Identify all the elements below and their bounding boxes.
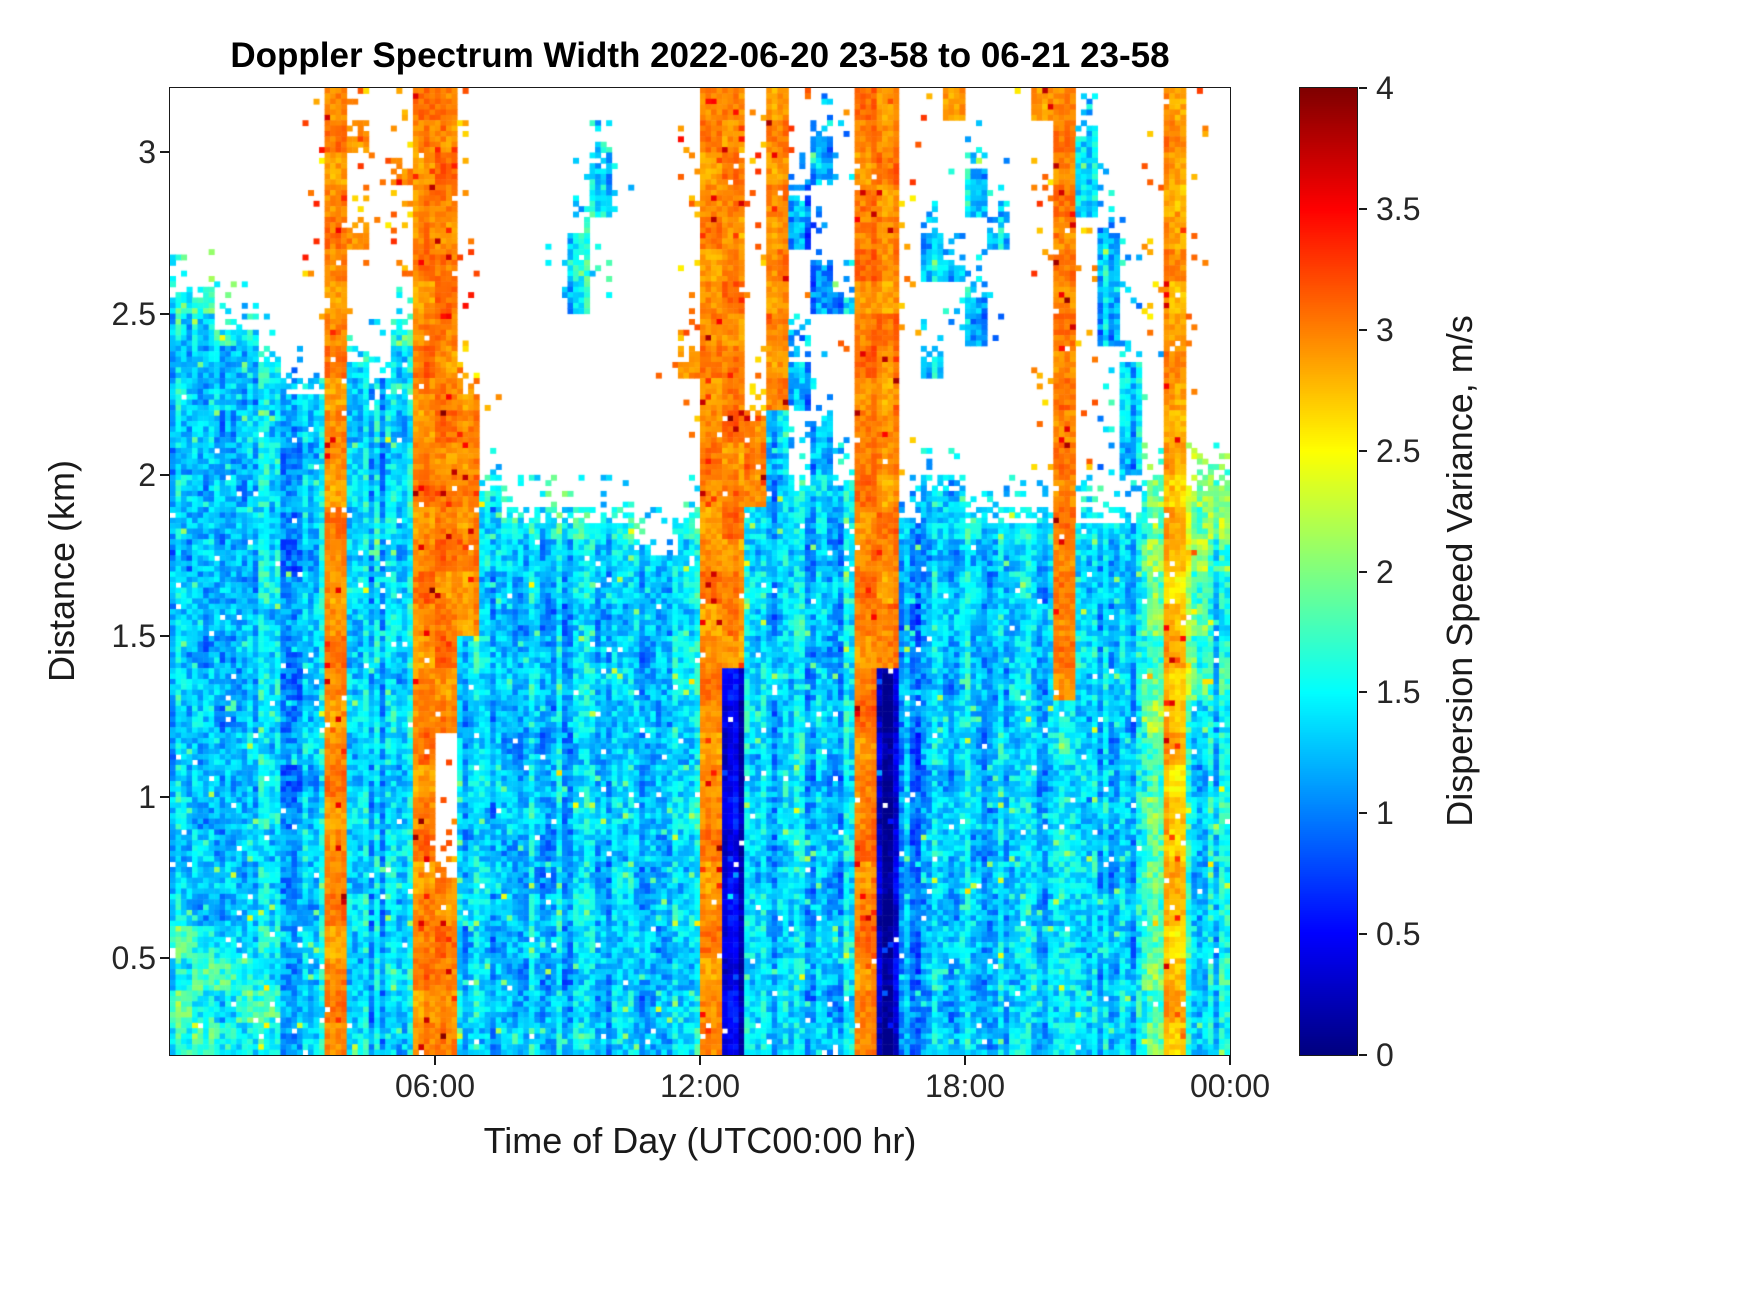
- y-tick-mark: [160, 957, 169, 960]
- colorbar-tick-label: 0.5: [1376, 916, 1421, 953]
- colorbar-gradient: [1300, 88, 1357, 1055]
- x-tick-mark: [964, 1056, 966, 1065]
- colorbar-tick-label: 2.5: [1376, 432, 1421, 469]
- heatmap-plot-area: [170, 88, 1230, 1055]
- x-tick-mark: [434, 1056, 436, 1065]
- x-axis-label: Time of Day (UTC00:00 hr): [483, 1120, 917, 1161]
- x-tick-label: 00:00: [1189, 1068, 1271, 1104]
- y-tick-mark: [160, 796, 169, 799]
- colorbar-tick-label: 2: [1376, 553, 1394, 590]
- x-tick-label: 06:00: [394, 1068, 476, 1104]
- y-tick-mark: [160, 473, 169, 476]
- y-tick-mark: [160, 634, 169, 637]
- colorbar-tick-mark: [1359, 933, 1367, 936]
- colorbar-tick-mark: [1359, 87, 1367, 89]
- colorbar-tick-label: 3.5: [1376, 190, 1421, 227]
- x-tick-label: 18:00: [924, 1068, 1006, 1104]
- colorbar-tick-label: 3: [1376, 311, 1394, 348]
- colorbar-tick-mark: [1359, 328, 1367, 331]
- y-tick-label: 2.5: [111, 295, 156, 332]
- y-tick-mark: [160, 151, 169, 154]
- x-tick-mark: [699, 1056, 701, 1065]
- plot-title: Doppler Spectrum Width 2022-06-20 23-58 …: [230, 36, 1170, 75]
- colorbar-tick-label: 4: [1376, 70, 1394, 106]
- x-tick-mark: [1229, 1056, 1231, 1065]
- colorbar-tick-mark: [1359, 1054, 1367, 1056]
- colorbar-tick-mark: [1359, 449, 1367, 452]
- axes-box: [169, 87, 1231, 1056]
- y-tick-label: 2: [138, 456, 156, 493]
- y-tick-mark: [160, 312, 169, 315]
- colorbar-tick-mark: [1359, 812, 1367, 815]
- y-tick-label: 3: [138, 134, 156, 171]
- colorbar-box: [1299, 87, 1358, 1056]
- colorbar-tick-mark: [1359, 691, 1367, 694]
- colorbar-tick-label: 1.5: [1376, 674, 1421, 711]
- x-tick-label: 12:00: [659, 1068, 741, 1104]
- y-tick-label: 0.5: [111, 940, 156, 977]
- colorbar-tick-mark: [1359, 570, 1367, 573]
- colorbar-tick-label: 0: [1376, 1037, 1394, 1073]
- y-tick-label: 1: [138, 779, 156, 816]
- y-tick-label: 1.5: [111, 617, 156, 654]
- colorbar-tick-label: 1: [1376, 795, 1394, 832]
- colorbar-tick-mark: [1359, 207, 1367, 210]
